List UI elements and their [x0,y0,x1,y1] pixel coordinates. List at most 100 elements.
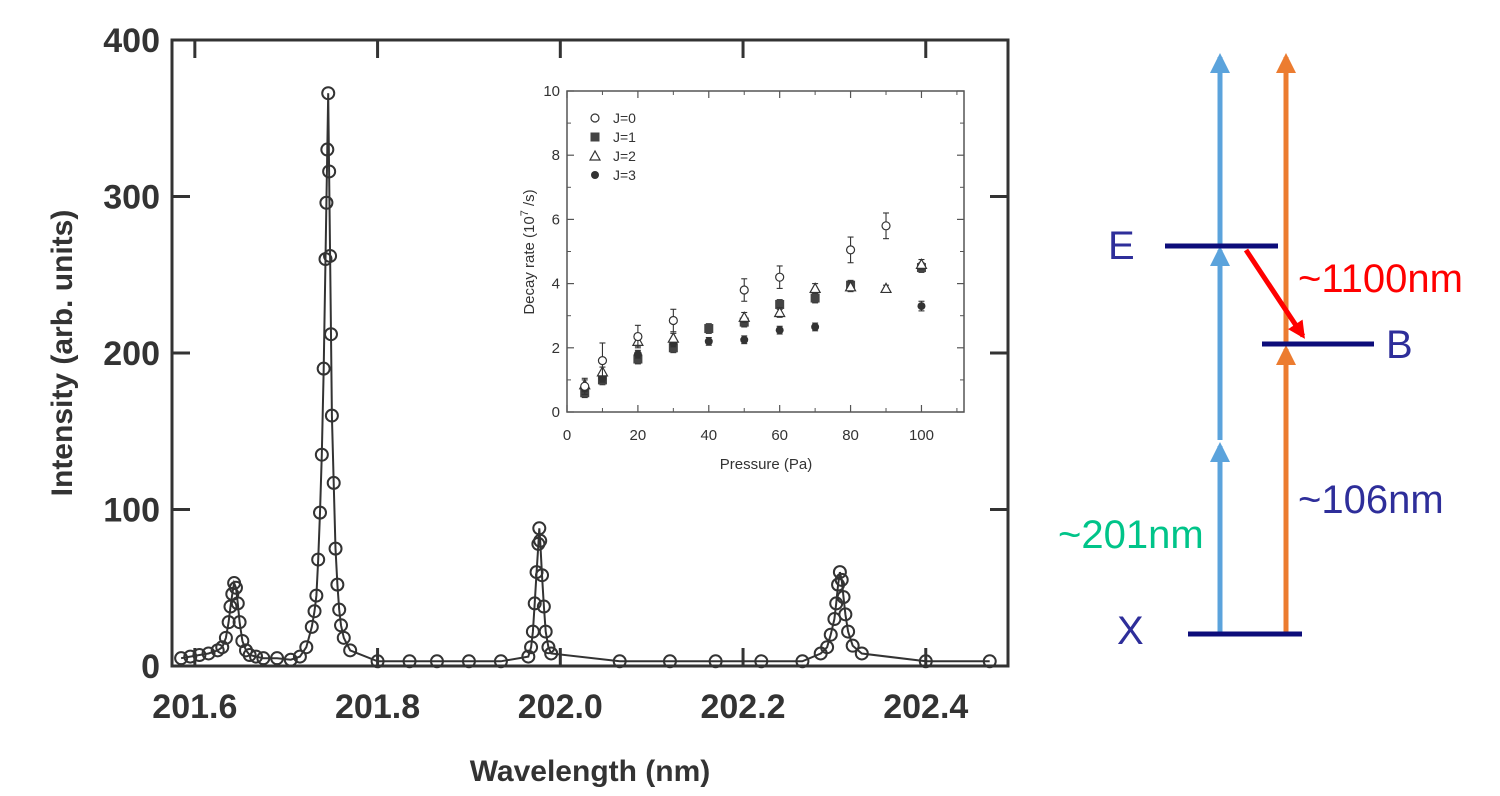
spectrum-data-point [533,533,548,548]
spectrum-data-point [521,649,536,664]
spectrum-data-point [314,447,329,462]
spectrum-data-point [221,615,236,630]
spectrum-data-point [322,164,337,179]
spectrum-x-tick-label: 202.2 [700,688,785,726]
spectrum-x-axis-label: Wavelength (nm) [470,755,711,788]
inset-data-points [578,212,928,399]
inset-point-j1 [775,299,785,309]
spectrum-data-point [218,630,233,645]
spectrum-data-point [324,408,339,423]
level-b-label: B [1386,323,1413,367]
spectrum-y-tick-label: 300 [103,179,160,217]
inset-point-j0 [845,245,856,255]
inset-x-tick-label: 20 [630,427,647,444]
spectrum-ticks [172,38,1008,668]
inset-point-j2 [738,311,751,322]
inset-point-j1 [704,324,714,334]
inset-point-j1 [668,343,678,353]
spectrum-data-point [541,640,556,655]
spectrum-data-point [854,646,869,661]
inset-point-j3 [775,326,784,335]
spectrum-data-point [662,654,677,669]
legend-marker-j3 [591,171,599,179]
spectrum-data-point [183,649,198,664]
inset-point-j2 [879,282,893,294]
spectrum-data-point [323,327,338,342]
legend-label: J=2 [613,148,636,164]
spectrum-data-point [235,633,250,648]
inset-y-tick-label: 8 [552,147,560,164]
transition-201nm-label: ~201nm [1058,513,1204,557]
spectrum-data-point [754,654,769,669]
spectrum-data-point [429,654,444,669]
inset-point-j2 [915,258,928,269]
spectrum-data-point [311,552,326,567]
inset-point-j0 [580,381,590,391]
inset-point-j1 [633,354,643,364]
spectrum-y-tick-label: 400 [103,22,160,60]
spectrum-data-point [174,651,189,666]
inset-point-j3 [917,302,926,311]
inset-point-j0 [881,221,891,231]
inset-point-j2 [844,280,857,292]
spectrum-data-point [334,618,349,633]
inset-point-j0 [775,272,785,282]
inset-point-j3 [740,335,749,344]
inset-point-j0 [739,285,749,295]
inset-x-axis-label: Pressure (Pa) [720,456,813,473]
spectrum-data-point [918,654,933,669]
inset-tick-labels: 0 20 40 60 80 100 0 2 4 6 8 10 [543,83,934,444]
transition-1100nm-label: ~1100nm [1298,257,1463,301]
spectrum-data-point [544,646,559,661]
inset-legend: J=0 J=1 J=2 J=3 [588,110,636,183]
inset-point-j3 [704,337,713,346]
inset-point-j0 [668,315,678,326]
spectrum-data-point [370,654,385,669]
transition-106nm-label: ~106nm [1298,478,1444,522]
inset-y-axis-label: Decay rate (107 /s) [519,189,538,314]
spectrum-data-point [524,640,539,655]
spectrum-data-point [336,630,351,645]
inset-x-tick-label: 60 [771,427,788,444]
spectrum-data-point [323,248,338,263]
spectrum-data-point [845,638,860,653]
inset-x-tick-label: 40 [700,427,717,444]
spectrum-data-point [256,651,271,666]
inset-point-j0 [633,331,643,342]
spectrum-data-point [343,643,358,658]
spectrum-data-point [836,590,851,605]
inset-point-j2 [809,282,822,294]
inset-plot: 0 20 40 60 80 100 0 2 4 6 8 10 Pressure (Pa) Decay … [510,78,970,475]
spectrum-data-point [304,619,319,634]
legend-label: J=0 [613,110,636,126]
spectrum-data-point [538,624,553,639]
spectrum-data-point [242,648,257,663]
spectrum-data-point [215,640,230,655]
spectrum-data-point [536,599,551,614]
legend-label: J=3 [613,167,636,183]
spectrum-data-point [332,602,347,617]
inset-y-tick-label: 4 [552,276,560,293]
spectrum-x-tick-label: 202.4 [883,688,968,726]
inset-background [510,78,970,475]
spectrum-data-point [321,86,336,101]
legend-marker-j2 [588,149,602,161]
spectrum-data-point [283,652,298,667]
spectrum-data-point [527,596,542,611]
spectrum-data-point [982,654,997,669]
spectrum-data-point [838,607,853,622]
spectrum-y-tick-label: 200 [103,335,160,373]
inset-y-tick-label: 6 [552,211,560,228]
level-x-label: X [1117,609,1144,653]
level-e-label: E [1108,224,1135,268]
spectrum-data-point [820,640,835,655]
spectrum-data-point [228,580,243,595]
spectrum-data-point [330,577,345,592]
spectrum-data-point [192,648,207,663]
energy-level-diagram: E B X ~1100nm ~106nm ~201nm [1058,53,1463,653]
spectrum-data-point [823,627,838,642]
spectrum-data-point [292,649,307,664]
legend-marker-j0 [590,113,600,123]
spectrum-data-points [174,86,997,669]
